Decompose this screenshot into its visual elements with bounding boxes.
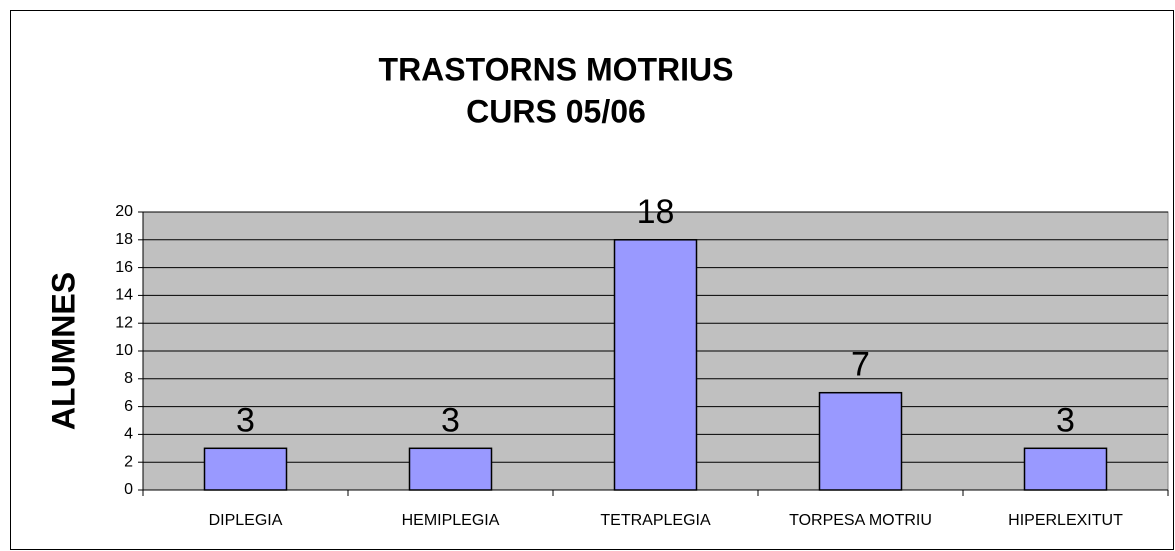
data-label: 3 [441, 401, 460, 439]
data-label: 3 [236, 401, 255, 439]
y-tick-label: 6 [124, 398, 133, 415]
bar [203, 447, 288, 491]
y-tick-label: 8 [124, 370, 133, 387]
chart-subtitle: CURS 05/06 [466, 93, 646, 129]
x-tick-label: TETRAPLEGIA [600, 512, 711, 529]
bar [613, 239, 698, 491]
chart-title: TRASTORNS MOTRIUS [379, 51, 734, 87]
y-tick-label: 4 [124, 426, 133, 443]
y-tick-label: 16 [115, 259, 133, 276]
bar [818, 391, 903, 491]
bar [1023, 447, 1108, 491]
y-tick-label: 18 [115, 231, 133, 248]
x-tick-label: TORPESA MOTRIU [789, 512, 932, 529]
x-tick-label: DIPLEGIA [209, 512, 283, 529]
x-tick-label: HEMIPLEGIA [402, 512, 500, 529]
y-axis-label: ALUMNES [45, 272, 81, 430]
y-tick-label: 12 [115, 314, 133, 331]
data-label: 3 [1056, 401, 1075, 439]
y-tick-label: 0 [124, 481, 133, 498]
data-label: 7 [851, 346, 870, 384]
x-tick-label: HIPERLEXITUT [1008, 512, 1123, 529]
y-tick-label: 20 [115, 203, 133, 220]
bar [408, 447, 493, 491]
y-tick-label: 2 [124, 453, 133, 470]
y-tick-label: 14 [115, 287, 133, 304]
data-label: 18 [637, 193, 675, 231]
y-tick-label: 10 [115, 342, 133, 359]
